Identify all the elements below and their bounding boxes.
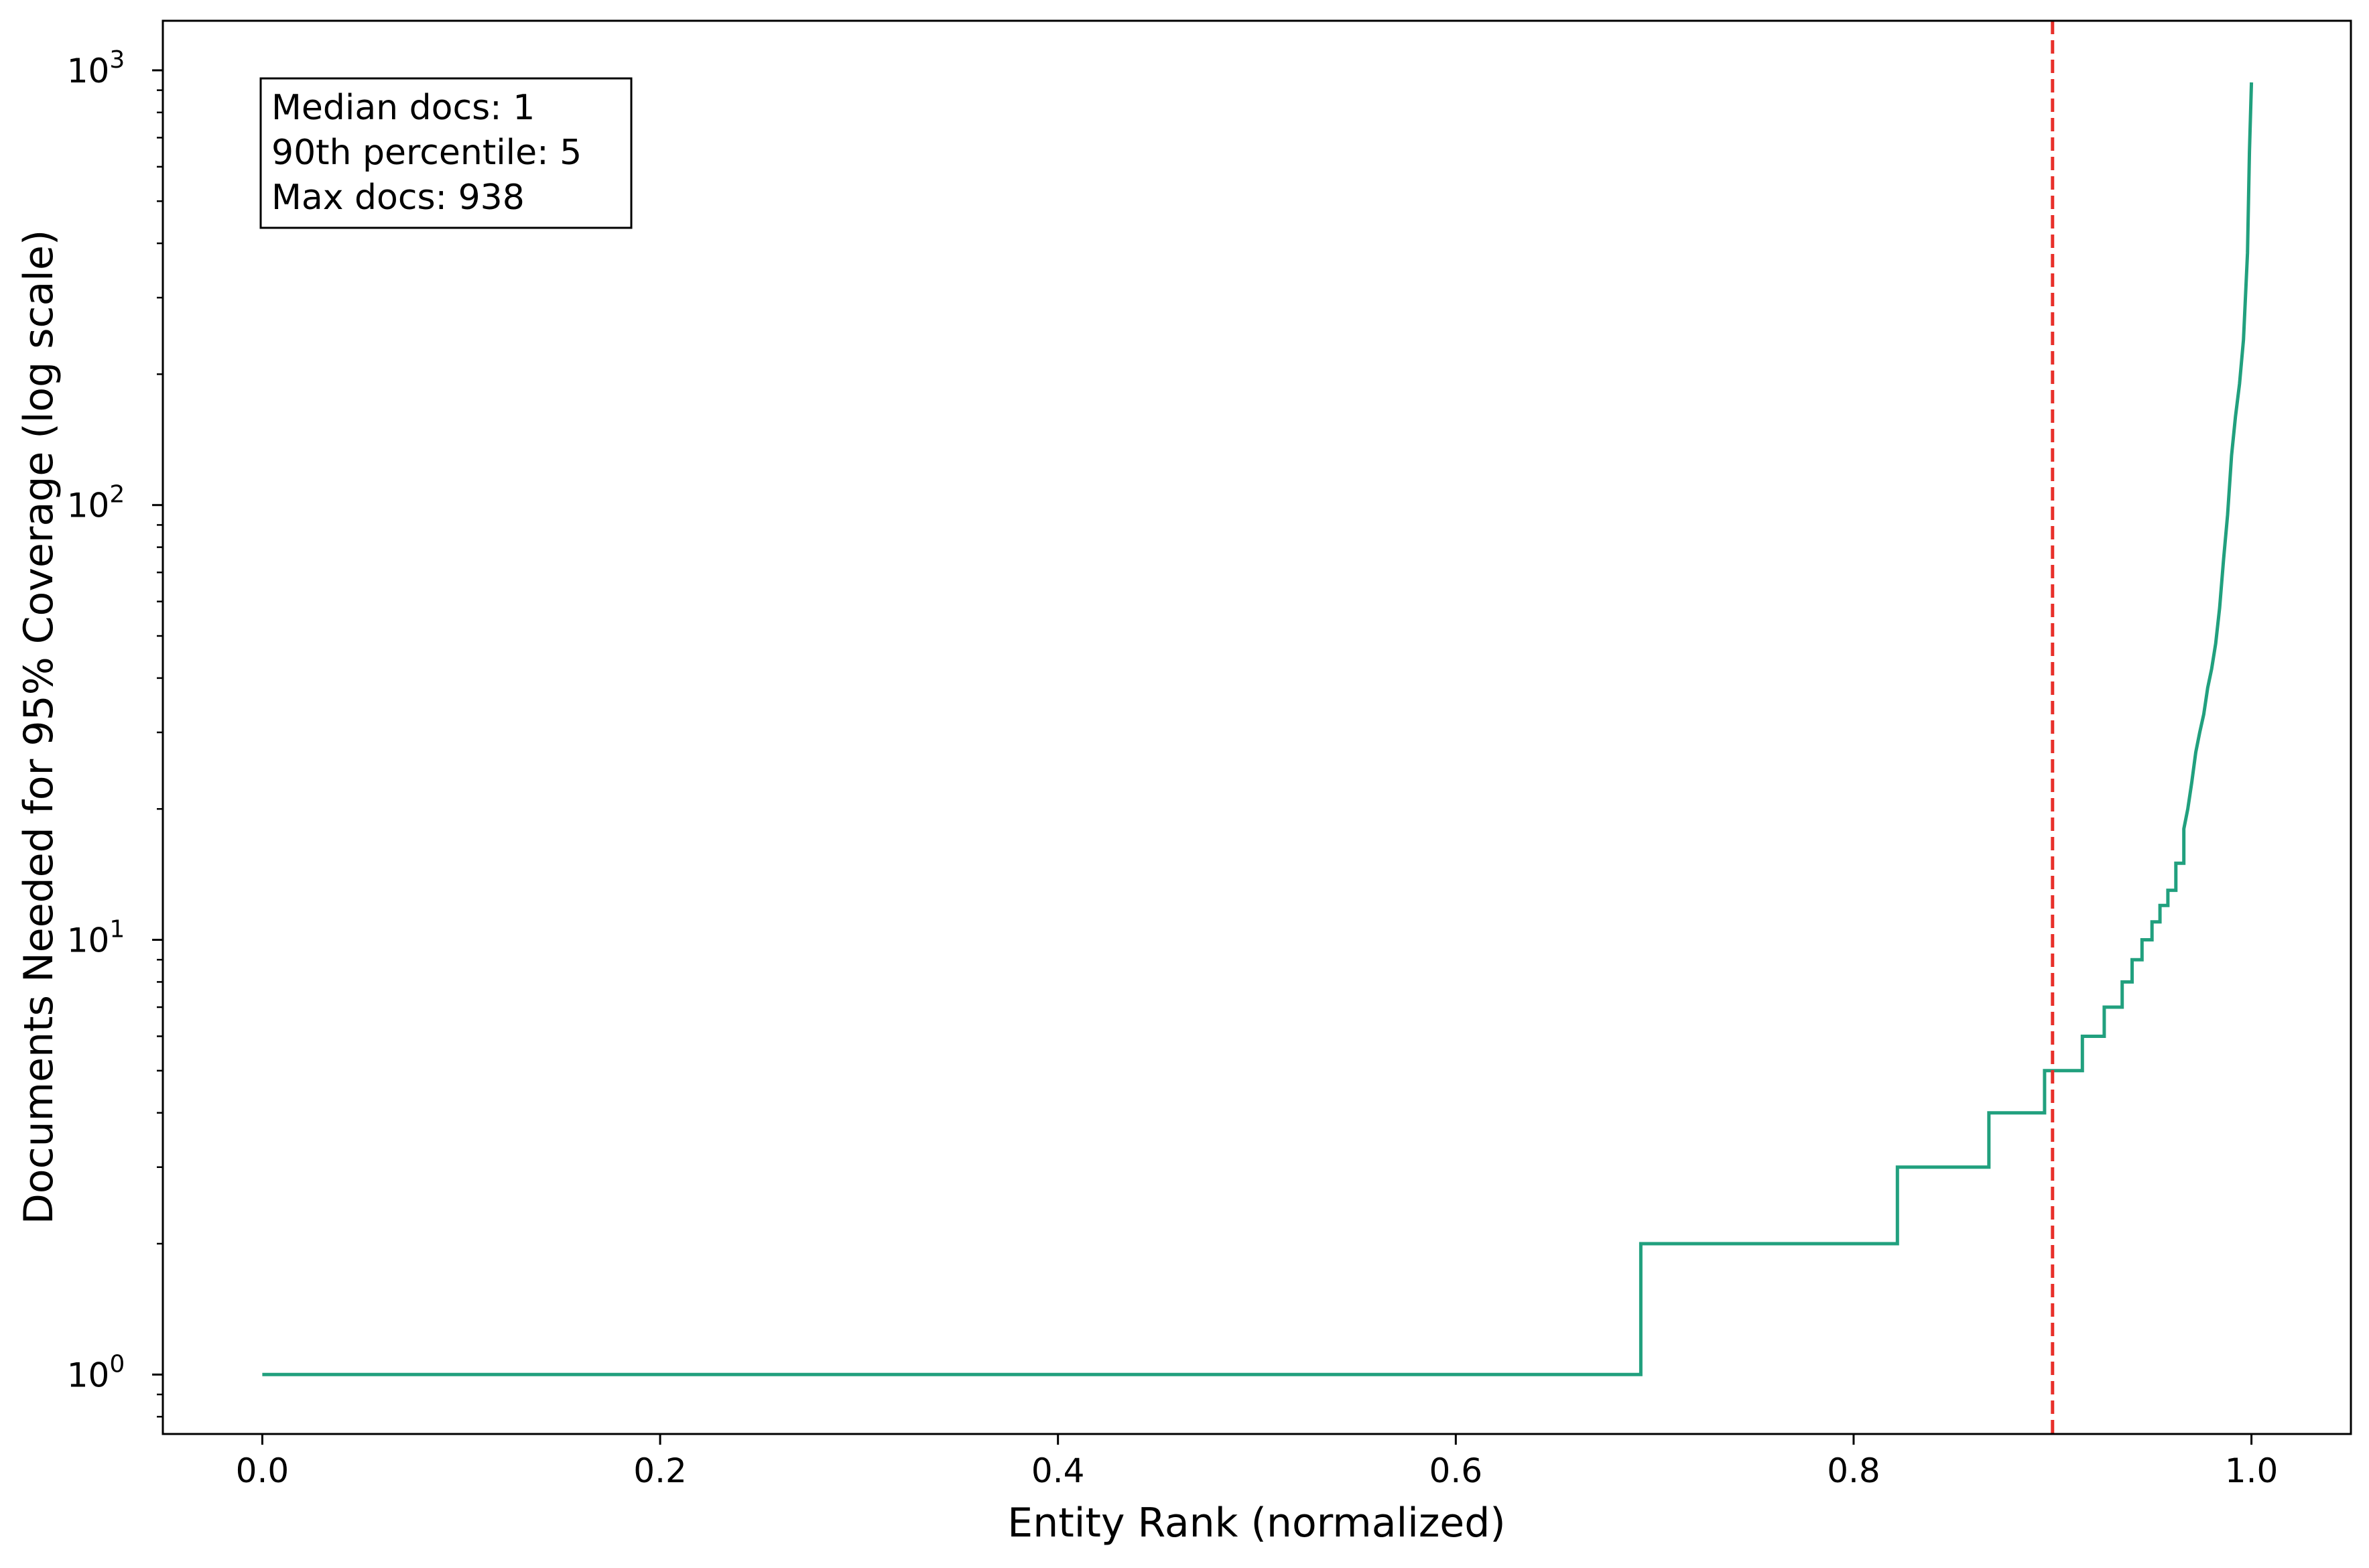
y-axis-label: Documents Needed for 95% Coverage (log s…	[15, 230, 62, 1225]
x-tick-label: 0.6	[1429, 1451, 1483, 1490]
y-tick-label: 101	[67, 916, 125, 960]
annotation-max: Max docs: 938	[271, 178, 525, 218]
y-tick-label: 100	[67, 1350, 125, 1394]
x-tick-label: 0.2	[633, 1451, 687, 1490]
annotation-percentile: 90th percentile: 5	[271, 133, 582, 173]
y-tick-label: 102	[67, 481, 125, 525]
x-axis-label: Entity Rank (normalized)	[1007, 1500, 1505, 1547]
annotation-frame	[259, 77, 633, 229]
plot-frame	[162, 19, 2352, 1435]
series-line-0	[262, 82, 2254, 1376]
annotation-median: Median docs: 1	[271, 88, 535, 128]
x-tick-label: 1.0	[2225, 1451, 2279, 1490]
x-tick-label: 0.0	[236, 1451, 290, 1490]
annotation-box: Median docs: 1 90th percentile: 5 Max do…	[259, 77, 633, 229]
x-tick-label: 0.4	[1031, 1451, 1085, 1490]
y-tick-label: 103	[67, 46, 125, 90]
x-tick-label: 0.8	[1827, 1451, 1880, 1490]
